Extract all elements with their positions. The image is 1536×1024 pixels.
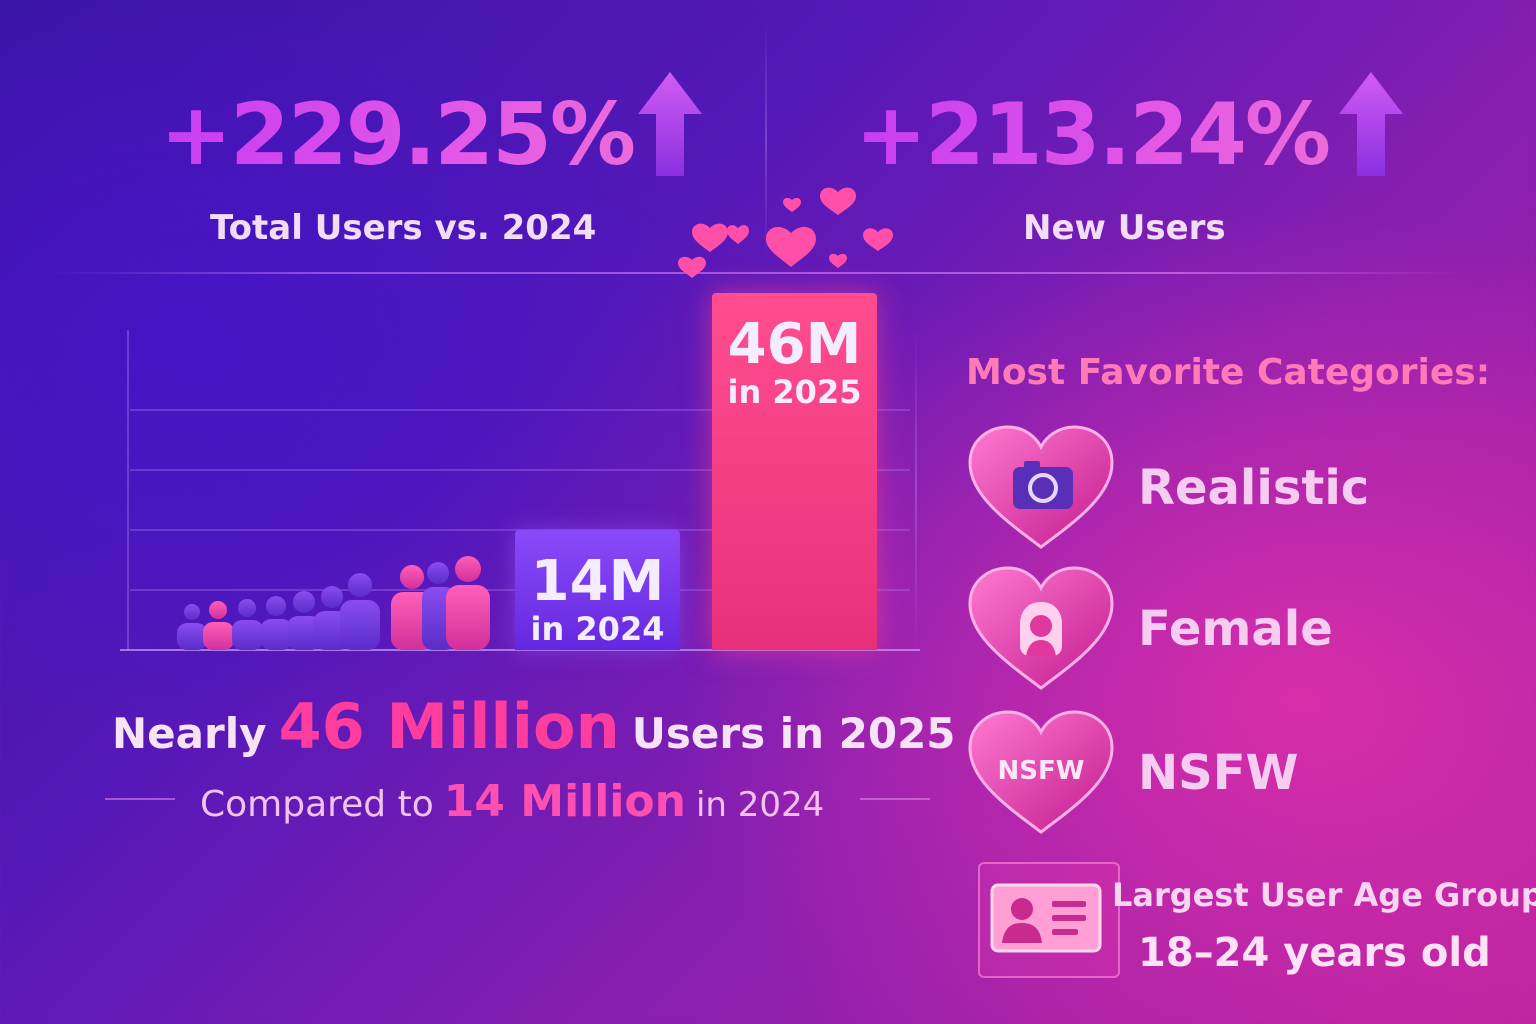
age-group-value: 18–24 years old — [1138, 930, 1491, 976]
age-group-title: Largest User Age Group: — [1112, 876, 1536, 914]
headline: Nearly 46 Million Users in 2025 — [112, 690, 956, 763]
comparison-line-right — [860, 798, 930, 800]
heart-nsfw-icon — [968, 710, 1114, 834]
hearts-decoration-icon — [678, 187, 893, 278]
people-crowd-icon — [177, 556, 490, 650]
bar-2025: 46M in 2025 — [712, 293, 877, 650]
bar-2025-year: in 2025 — [727, 373, 862, 412]
category-item-realistic: Realistic — [966, 425, 1369, 551]
comparison-prefix: Compared to — [200, 784, 434, 825]
comparison-line-left — [105, 798, 175, 800]
category-item-female: Female — [966, 566, 1333, 692]
category-label: NSFW — [1138, 745, 1299, 801]
comparison-highlight: 14 Million — [443, 776, 686, 827]
bar-2024: 14M in 2024 — [515, 530, 680, 650]
categories-title: Most Favorite Categories: — [966, 352, 1491, 393]
arrow-up-icon — [1339, 72, 1404, 176]
divider-vertical-middle — [915, 330, 917, 650]
chart-area: 14M in 2024 46M in 2025 — [120, 293, 920, 660]
nsfw-icon-text: NSFW — [997, 756, 1085, 786]
heart-camera-icon — [968, 425, 1114, 549]
category-label: Realistic — [1138, 460, 1370, 516]
arrow-up-icon — [638, 72, 703, 176]
headline-suffix: Users in 2025 — [631, 709, 956, 758]
headline-highlight: 46 Million — [278, 690, 620, 763]
stat-new-users-value: +213.24% — [855, 85, 1331, 185]
stat-total-users-label: Total Users vs. 2024 — [210, 208, 597, 248]
comparison-suffix: in 2024 — [695, 785, 825, 825]
bar-2024-value: 14M — [530, 549, 665, 614]
divider-horizontal — [50, 272, 1460, 274]
stat-total-users: +229.25% Total Users vs. 2024 — [160, 72, 720, 248]
headline-prefix: Nearly — [112, 709, 267, 758]
id-card-icon — [990, 883, 1102, 953]
bar-2024-year: in 2024 — [530, 610, 665, 648]
category-label: Female — [1138, 601, 1333, 657]
divider-vertical-top — [765, 20, 767, 260]
heart-female-icon — [968, 566, 1114, 690]
category-item-nsfw: NSFW NSFW — [966, 710, 1298, 836]
comparison: Compared to 14 Million in 2024 — [200, 776, 824, 827]
stat-new-users-label: New Users — [1023, 208, 1226, 248]
stat-new-users: +213.24% New Users — [855, 72, 1415, 248]
camera-icon — [1013, 461, 1073, 509]
female-icon — [1020, 602, 1062, 656]
bar-2025-value: 46M — [727, 312, 862, 378]
stat-total-users-value: +229.25% — [160, 85, 636, 185]
